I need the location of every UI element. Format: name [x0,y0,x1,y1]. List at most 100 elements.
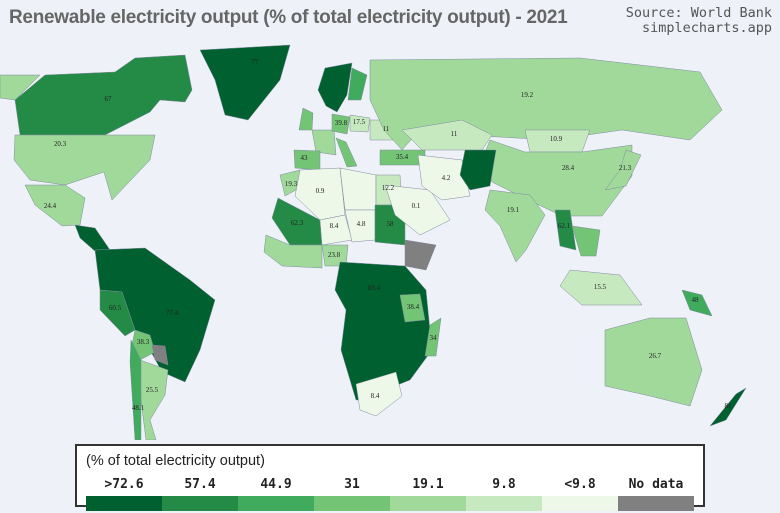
legend-swatch [466,496,542,511]
legend-title: (% of total electricity output) [86,453,265,469]
value-label: 28.4 [562,164,575,172]
value-label: 77 [252,58,260,66]
region-usa [13,134,156,201]
world-map: 77 67 20.3 24.4 77.4 60.5 38.3 25.5 48.1 43 39.8 17… [0,44,747,440]
region-norway-sweden [317,62,353,113]
legend-item: 57.4 [162,477,238,511]
value-label: 26.7 [649,352,662,360]
legend-label: <9.8 [564,477,596,492]
region-greenland [199,44,291,121]
region-new-zealand [709,387,747,427]
legend-swatch [86,496,162,511]
value-label: 12.2 [382,184,395,192]
value-label: 77.4 [166,309,179,317]
region-finland [347,67,368,101]
value-label: 21.3 [619,164,632,172]
value-label: 8.4 [371,392,380,400]
region-afghanistan [459,149,497,191]
region-indochina [571,225,601,257]
legend-item: <9.8 [542,477,618,511]
value-label: 0.1 [412,202,421,210]
value-label: 39.8 [335,119,348,127]
region-italy [335,137,358,168]
value-label: 62.3 [291,219,304,227]
value-label: 4.2 [442,174,451,182]
legend-item: 9.8 [466,477,542,511]
legend-item: 31 [314,477,390,511]
value-label: 60.5 [109,304,122,312]
legend-swatch [618,496,694,511]
legend-label: >72.6 [104,477,144,492]
legend-swatch [162,496,238,511]
value-label: 89.4 [368,284,381,292]
site-credit: simplecharts.app [641,20,772,36]
region-southern-africa [355,371,403,417]
source-line: Source: World Bank [625,5,772,21]
value-label: 0.9 [316,187,325,195]
legend-swatch [542,496,618,511]
region-india [484,189,546,263]
region-canada [14,54,193,136]
value-label: 8.4 [330,222,339,230]
region-paraguay [151,344,169,366]
legend-label: No data [628,477,684,492]
region-saudi [384,184,451,236]
value-label: 24.4 [44,202,57,210]
region-myanmar [554,209,577,251]
value-label: 43 [301,154,309,162]
legend-swatch [314,496,390,511]
legend-label: 31 [344,477,360,492]
region-france [311,129,337,156]
region-libya [339,167,377,211]
value-label: 25.5 [146,386,159,394]
region-poland [349,114,371,133]
source-credit: Source: World Bank simplecharts.app [626,6,772,36]
value-label: 35.4 [396,153,409,161]
region-japan [604,149,642,191]
region-alaska [0,74,41,101]
value-label: 11 [383,125,390,133]
region-ethiopia [404,239,437,271]
region-chile [129,339,142,440]
value-label: 34 [430,334,438,342]
region-iran [417,154,471,201]
region-west-africa [263,234,323,269]
map-title: Renewable electricity output (% of total… [9,7,568,28]
value-label: 67 [105,95,113,103]
legend-swatch [238,496,314,511]
value-label: 19.1 [507,206,520,214]
region-argentina [139,359,169,440]
value-label: 81 [725,402,733,410]
legend-label: 44.9 [260,477,292,492]
value-label: 17.5 [353,118,366,126]
region-uk [298,107,314,131]
value-label: 62.1 [558,222,571,230]
value-label: 38.3 [137,338,150,346]
region-peru [99,289,136,337]
value-label: 23.8 [328,251,341,259]
legend-item: >72.6 [86,477,162,511]
value-label: 19.2 [521,91,534,99]
legend-item: 19.1 [390,477,466,511]
legend: (% of total electricity output) >72.6 57.… [75,444,705,511]
region-tanzania [399,293,426,323]
value-label: 48.1 [132,404,145,412]
legend-swatch [390,496,466,511]
region-germany [331,113,351,135]
region-madagascar [424,317,442,357]
region-central-america [74,224,111,253]
legend-label: 19.1 [412,477,444,492]
value-label: 10.9 [550,135,563,143]
region-mexico [24,184,86,227]
region-png [681,289,713,317]
value-label: 38.4 [407,303,420,311]
value-label: 15.5 [594,283,607,291]
value-label: 4.8 [357,220,366,228]
value-label: 58 [387,220,395,228]
region-kazakhstan [401,119,493,151]
legend-item: 44.9 [238,477,314,511]
value-label: 48 [692,296,700,304]
region-indonesia [559,269,643,306]
region-australia [604,317,703,407]
value-label: 11 [451,130,458,138]
